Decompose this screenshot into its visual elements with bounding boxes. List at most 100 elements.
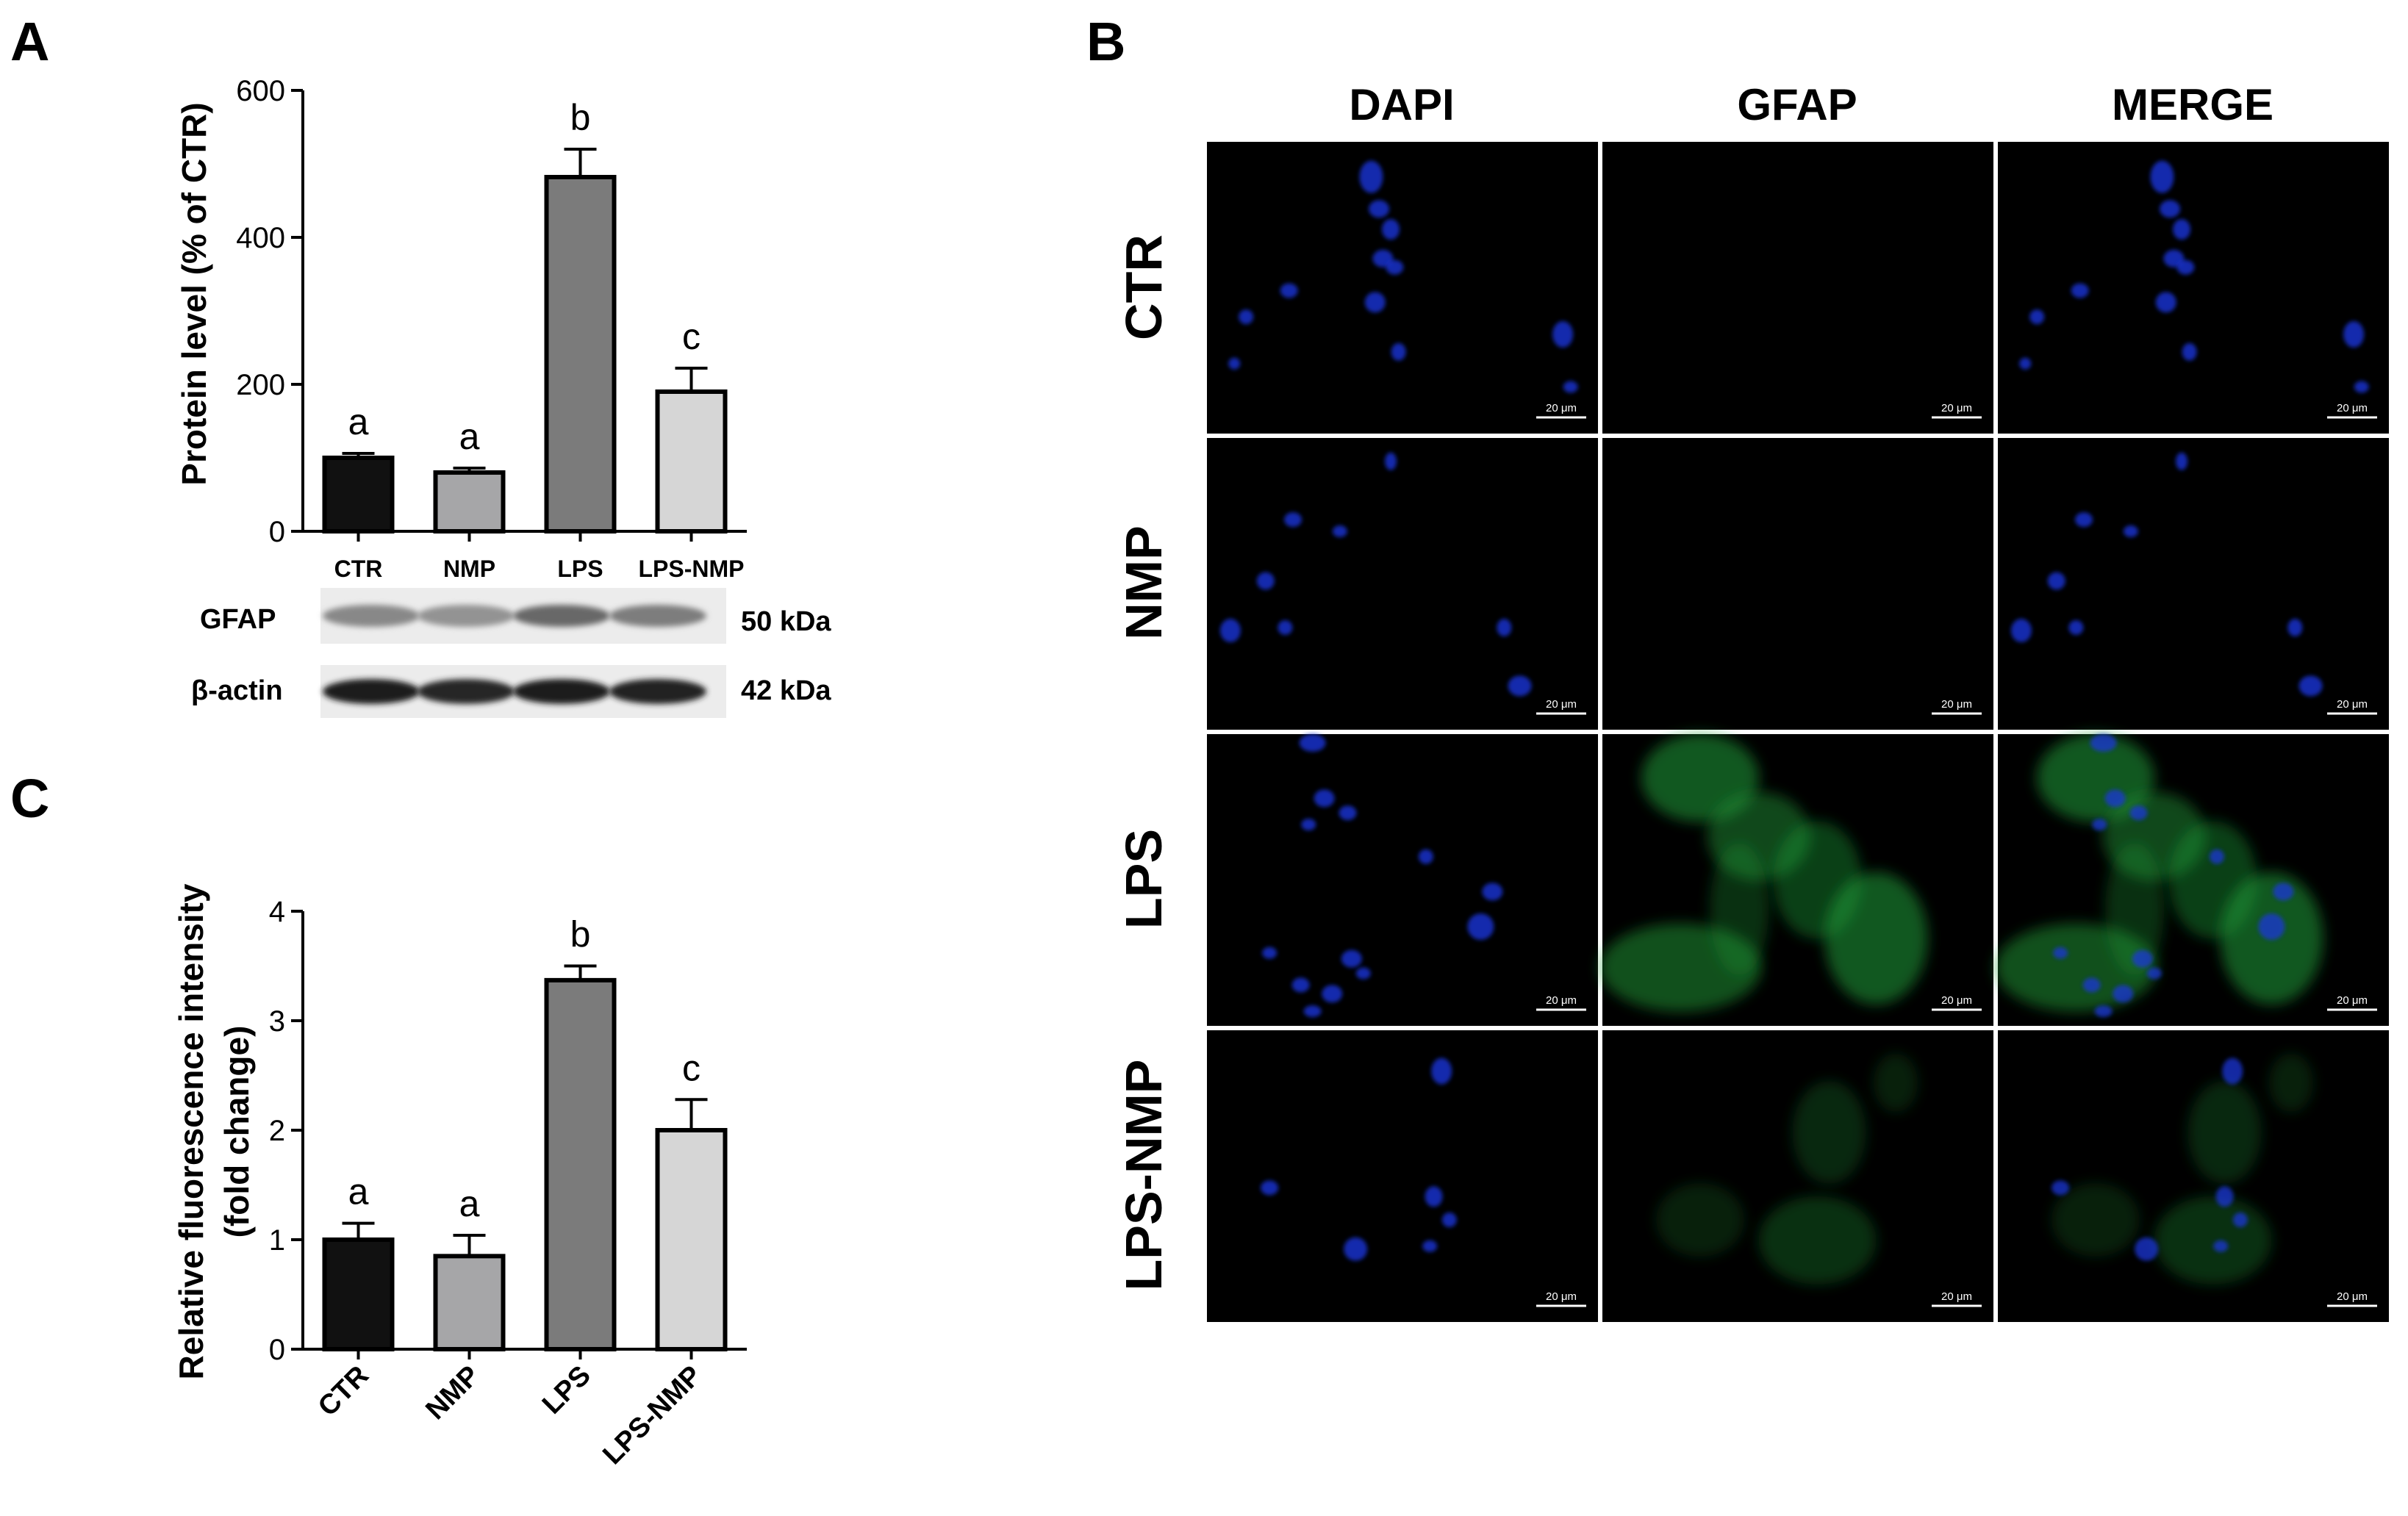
chart-c-y-tick-label-0: 0 xyxy=(269,1334,285,1366)
column-header-gfap: GFAP xyxy=(1737,80,1857,129)
nucleus-nmp-merge-8 xyxy=(2298,675,2323,697)
nucleus-nmp-dapi-1 xyxy=(1385,452,1397,470)
nucleus-lps-merge-10 xyxy=(2053,946,2068,959)
microscopy-grid: DAPI GFAP MERGE CTR NMP LPS LPS-NMP 20 μ… xyxy=(1115,80,2389,1322)
nucleus-lps-nmp-merge-6 xyxy=(2135,1237,2159,1261)
nucleus-ctr-dapi-10 xyxy=(1552,321,1574,348)
nucleus-lps-merge-13 xyxy=(2094,1005,2113,1018)
gfap-signal-lps-merge-6 xyxy=(2105,843,2165,976)
nucleus-lps-merge-4 xyxy=(2092,819,2107,831)
nucleus-lps-merge-1 xyxy=(2090,733,2117,752)
nucleus-lps-dapi-8 xyxy=(1341,949,1362,968)
chart-c-x-tick-label-lps: LPS xyxy=(537,1360,597,1420)
chart-a-x-tick-label-lps: LPS xyxy=(557,556,603,582)
chart-c-significance-lps: b xyxy=(570,914,591,955)
column-header-dapi: DAPI xyxy=(1349,80,1454,129)
nucleus-ctr-dapi-7 xyxy=(1280,283,1298,298)
panel-a-label: A xyxy=(10,11,49,72)
nucleus-nmp-merge-4 xyxy=(2047,572,2065,590)
blot-band--actin-lane-3 xyxy=(513,679,610,704)
scale-bar-label-nmp-merge: 20 μm xyxy=(2337,698,2368,711)
nucleus-ctr-merge-8 xyxy=(2029,309,2045,325)
scale-bar-label-lps-gfap: 20 μm xyxy=(1941,994,1972,1007)
nucleus-lps-merge-5 xyxy=(2209,849,2224,864)
chart-a-significance-lps-nmp: c xyxy=(682,316,700,357)
gfap-signal-lps-nmp-gfap-2 xyxy=(1758,1196,1877,1285)
micrograph-lps-gfap: 20 μm xyxy=(1599,733,1993,1026)
micrograph-nmp-dapi: 20 μm xyxy=(1207,438,1598,730)
gfap-signal-lps-nmp-gfap-4 xyxy=(1874,1053,1918,1113)
nucleus-ctr-merge-7 xyxy=(2071,283,2089,298)
micrograph-ctr-gfap: 20 μm xyxy=(1602,142,1993,434)
scale-bar-label-ctr-merge: 20 μm xyxy=(2337,402,2368,414)
micrograph-lps-dapi: 20 μm xyxy=(1207,733,1598,1026)
nucleus-nmp-merge-6 xyxy=(2010,619,2032,643)
micrograph-nmp-merge: 20 μm xyxy=(1998,438,2389,730)
nucleus-nmp-merge-7 xyxy=(2287,619,2303,637)
chart-a-x-tick-label-nmp: NMP xyxy=(443,556,495,582)
chart-a-significance-lps: b xyxy=(570,97,591,138)
chart-a-y-axis-title: Protein level (% of CTR) xyxy=(175,102,213,485)
nucleus-ctr-merge-9 xyxy=(2182,342,2197,361)
gfap-signal-lps-gfap-1 xyxy=(1641,733,1759,822)
nucleus-nmp-dapi-4 xyxy=(1256,572,1275,590)
nucleus-ctr-dapi-8 xyxy=(1239,309,1254,325)
chart-a-y-tick-label-600: 600 xyxy=(236,75,285,107)
nucleus-lps-dapi-10 xyxy=(1262,946,1278,959)
nucleus-ctr-merge-1 xyxy=(2150,160,2174,193)
micrograph-ctr-merge: 20 μm xyxy=(1998,142,2389,434)
nucleus-lps-merge-6 xyxy=(2273,883,2294,901)
gfap-signal-lps-nmp-merge-4 xyxy=(2269,1053,2313,1113)
micrograph-nmp-gfap: 20 μm xyxy=(1602,438,1993,730)
chart-a-y-tick-label-200: 200 xyxy=(236,369,285,401)
column-header-merge: MERGE xyxy=(2112,80,2273,129)
micrograph-background-lps-nmp-dapi xyxy=(1207,1030,1598,1322)
row-header-lps-nmp: LPS-NMP xyxy=(1115,1060,1172,1291)
chart-c-y-tick-label-1: 1 xyxy=(269,1224,285,1257)
nucleus-lps-merge-11 xyxy=(2082,977,2101,993)
nucleus-lps-nmp-merge-5 xyxy=(2213,1240,2229,1252)
nucleus-nmp-dapi-7 xyxy=(1497,619,1512,637)
nucleus-lps-merge-3 xyxy=(2129,805,2148,821)
blot-label-gfap: GFAP xyxy=(200,604,276,635)
scale-bar-label-lps-nmp-gfap: 20 μm xyxy=(1941,1290,1972,1303)
nucleus-lps-nmp-merge-3 xyxy=(2215,1186,2234,1207)
nucleus-nmp-dapi-2 xyxy=(1284,512,1302,528)
panel-b-label: B xyxy=(1086,11,1125,72)
nucleus-lps-nmp-merge-2 xyxy=(2052,1180,2070,1196)
nucleus-lps-dapi-9 xyxy=(1355,967,1371,980)
nucleus-lps-nmp-dapi-4 xyxy=(1441,1213,1457,1228)
chart-c-y-tick-label-2: 2 xyxy=(269,1115,285,1147)
nucleus-ctr-dapi-1 xyxy=(1359,160,1383,193)
chart-c-bar-ctr xyxy=(322,1237,395,1351)
chart-c-significance-ctr: a xyxy=(348,1171,369,1213)
scale-bar-label-lps-merge: 20 μm xyxy=(2337,994,2368,1007)
nucleus-ctr-dapi-3 xyxy=(1382,219,1400,240)
gfap-signal-lps-nmp-merge-1 xyxy=(2187,1080,2262,1184)
chart-c-significance-nmp: a xyxy=(459,1183,480,1224)
nucleus-ctr-merge-3 xyxy=(2173,219,2191,240)
chart-c-y-tick-label-4: 4 xyxy=(269,896,285,928)
micrograph-lps-nmp-merge: 20 μm xyxy=(1998,1030,2389,1322)
nucleus-nmp-dapi-3 xyxy=(1332,525,1347,538)
scale-bar-label-ctr-dapi: 20 μm xyxy=(1546,402,1577,414)
nucleus-lps-dapi-2 xyxy=(1314,789,1335,808)
nucleus-ctr-merge-6 xyxy=(2155,292,2176,313)
nucleus-nmp-merge-5 xyxy=(2068,620,2084,636)
chart-a-bar-ctr xyxy=(322,456,395,534)
nucleus-lps-nmp-merge-4 xyxy=(2232,1213,2248,1228)
chart-c-bar-lps xyxy=(544,977,617,1351)
nucleus-lps-nmp-dapi-5 xyxy=(1422,1240,1438,1252)
blot-band--actin-lane-1 xyxy=(323,679,420,704)
nucleus-nmp-dapi-5 xyxy=(1278,620,1293,636)
gfap-signal-lps-nmp-merge-2 xyxy=(2154,1196,2272,1285)
chart-a-y-tick-label-400: 400 xyxy=(236,222,285,254)
nucleus-lps-merge-9 xyxy=(2146,967,2162,980)
micrograph-lps-merge: 20 μm xyxy=(1995,733,2389,1026)
nucleus-lps-merge-8 xyxy=(2132,949,2153,968)
chart-a-bar-nmp xyxy=(433,470,506,534)
nucleus-ctr-merge-10 xyxy=(2343,321,2365,348)
nucleus-lps-merge-2 xyxy=(2104,789,2126,808)
nucleus-lps-dapi-3 xyxy=(1339,805,1357,821)
chart-a-bar-lps xyxy=(544,175,617,534)
